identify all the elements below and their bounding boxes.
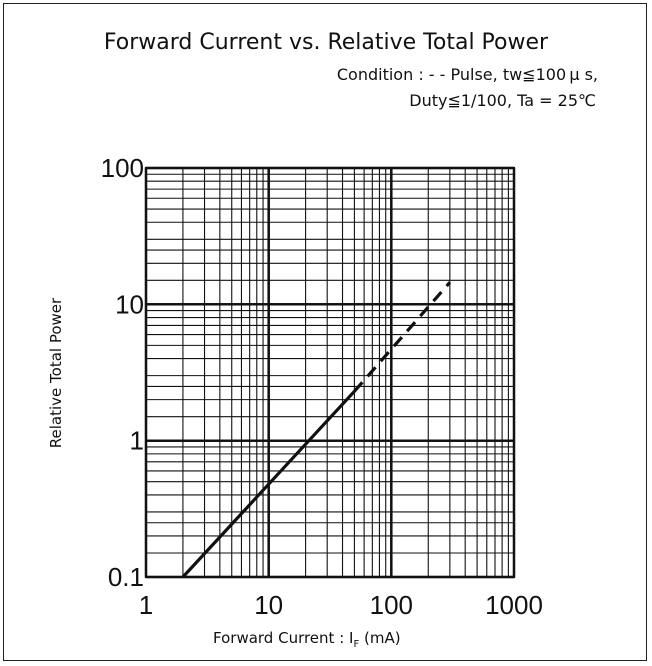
y-tick-label: 0.1	[108, 562, 144, 592]
x-tick-label: 10	[254, 590, 283, 620]
condition-line-2: Duty≦1/100, Ta = 25℃	[409, 91, 596, 110]
plot-border	[144, 166, 516, 579]
series-line-dashed	[353, 281, 452, 393]
y-tick-label: 100	[101, 153, 144, 183]
y-tick-label: 10	[115, 289, 144, 319]
series-line-solid	[181, 390, 356, 579]
x-axis-label: Forward Current : IF (mA)	[213, 629, 401, 650]
y-tick-label: 1	[130, 426, 144, 456]
chart-frame	[3, 3, 647, 661]
x-axis-label-unit: (mA)	[359, 629, 401, 647]
x-axis-label-subscript: F	[353, 639, 360, 650]
x-tick-label: 100	[370, 590, 413, 620]
condition-line-1: Condition : - - Pulse, tw≦100 μ s,	[336, 65, 598, 84]
x-tick-label: 1	[139, 590, 153, 620]
x-axis-label-main: Forward Current : I	[213, 629, 354, 647]
x-tick-label: 1000	[485, 590, 543, 620]
chart-title: Forward Current vs. Relative Total Power	[103, 30, 549, 55]
